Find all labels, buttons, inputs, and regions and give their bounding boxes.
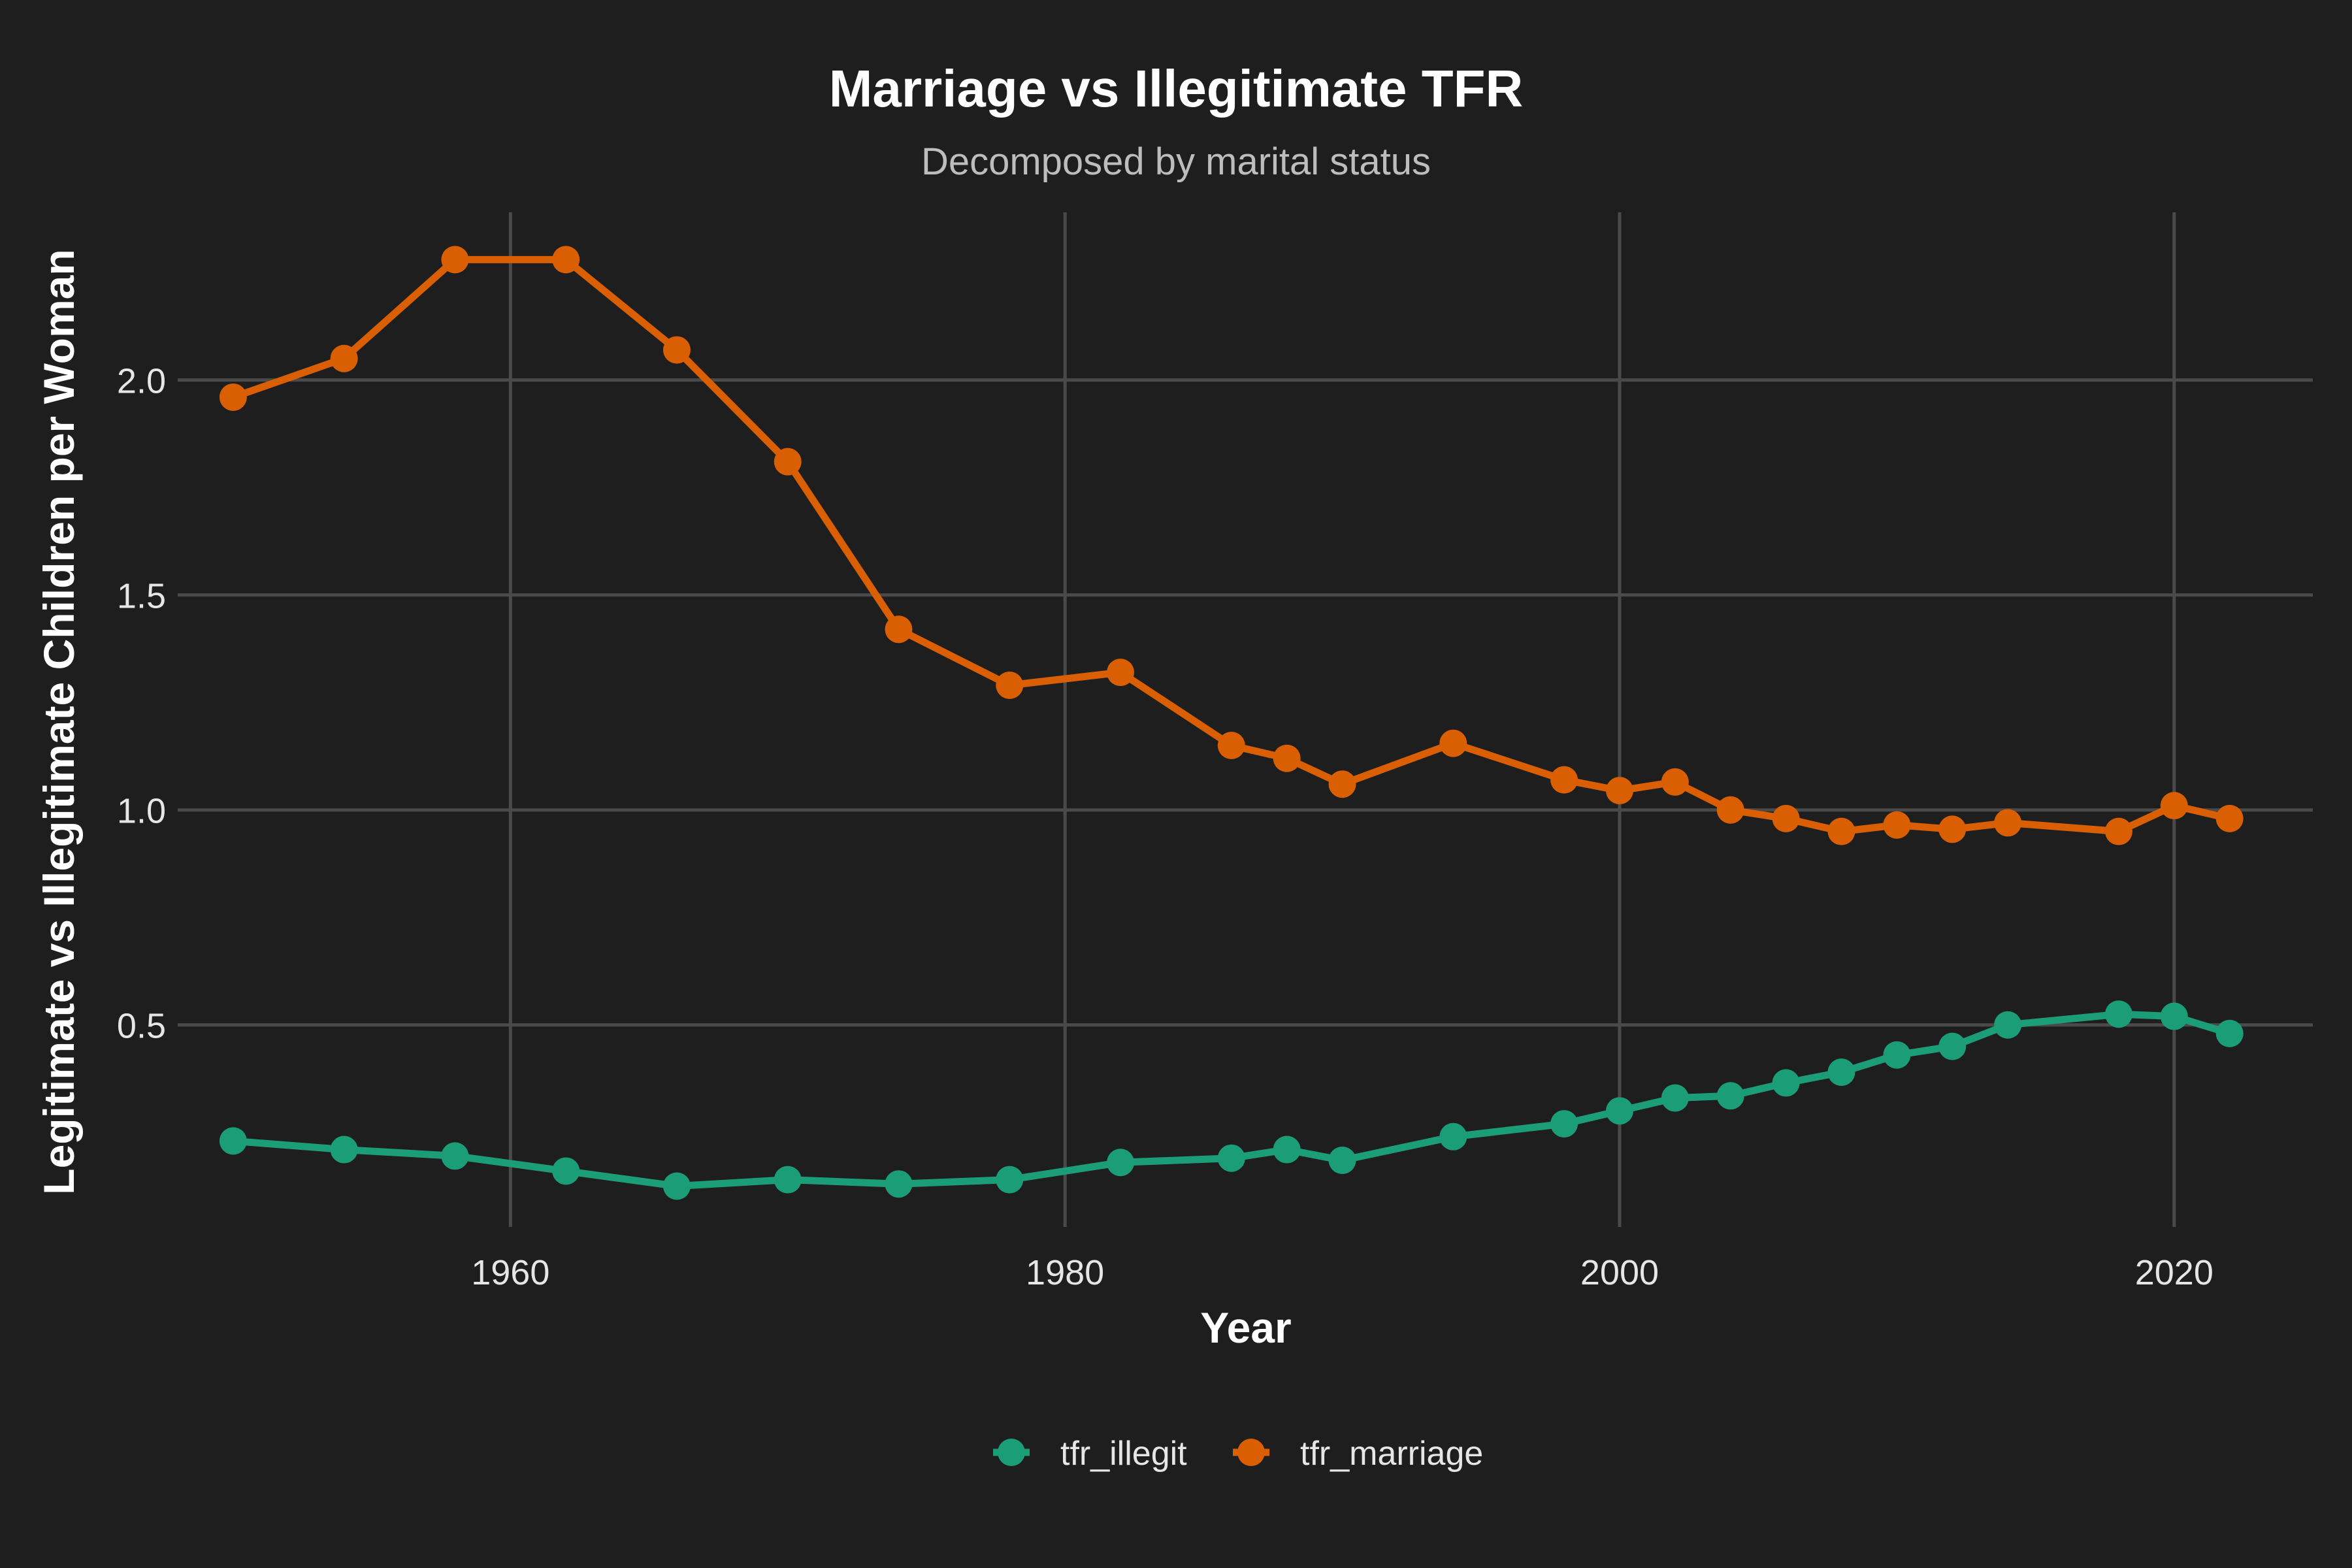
data-point [552, 246, 580, 274]
data-point [1273, 1135, 1301, 1164]
data-point [441, 1142, 469, 1170]
legend-key-point [1237, 1439, 1265, 1466]
axis-ticks: 0.5 1.0 1.5 2.0 1960 1980 2000 2020 [117, 362, 2213, 1292]
data-point [1328, 770, 1356, 798]
data-point [552, 1157, 580, 1185]
data-point [1439, 729, 1467, 757]
data-point [2160, 1002, 2188, 1030]
data-point [1938, 1032, 1967, 1060]
y-axis-title: Legitimate vs Illegitimate Children per … [35, 249, 83, 1194]
x-axis-title: Year [1200, 1303, 1291, 1352]
data-point [1217, 1144, 1245, 1172]
data-point [1107, 1149, 1135, 1177]
data-point [885, 1170, 913, 1198]
data-point [996, 671, 1024, 699]
y-tick-label: 0.5 [117, 1007, 166, 1046]
data-point [1994, 1011, 2022, 1039]
data-point [2104, 817, 2132, 845]
data-point [662, 336, 691, 364]
data-point [1550, 1110, 1578, 1138]
data-point [1938, 815, 1967, 843]
data-point [1827, 1058, 1855, 1086]
legend-item: tfr_marriage [1233, 1435, 1483, 1473]
data-point [330, 344, 358, 372]
data-point [1661, 768, 1689, 796]
data-point [1827, 817, 1855, 845]
data-point [1550, 766, 1578, 794]
data-point [219, 383, 247, 411]
plot-area [219, 246, 2244, 1200]
data-point [662, 1172, 691, 1200]
data-point [885, 615, 913, 644]
data-point [1273, 744, 1301, 772]
legend-label: tfr_illegit [1060, 1435, 1187, 1473]
grid [178, 212, 2313, 1227]
data-point [1716, 1082, 1744, 1110]
data-point [2104, 1000, 2132, 1028]
data-point [1605, 1097, 1633, 1125]
x-tick-label: 1980 [1026, 1253, 1104, 1292]
data-point [1605, 777, 1633, 805]
chart-title: Marriage vs Illegitimate TFR [829, 59, 1524, 118]
legend-label: tfr_marriage [1300, 1435, 1483, 1473]
legend: tfr_illegit tfr_marriage [993, 1435, 1483, 1473]
data-point [330, 1135, 358, 1164]
x-tick-label: 1960 [471, 1253, 549, 1292]
data-point [774, 448, 802, 476]
legend-key-point [998, 1439, 1025, 1466]
series-tfr-illegit [219, 1000, 2244, 1200]
data-point [1716, 796, 1744, 824]
data-point [1883, 1041, 1911, 1069]
data-point [1439, 1122, 1467, 1151]
y-tick-label: 1.5 [117, 577, 166, 616]
data-point [774, 1166, 802, 1194]
data-point [1883, 811, 1911, 839]
data-point [219, 1127, 247, 1155]
data-point [1328, 1147, 1356, 1175]
legend-item: tfr_illegit [993, 1435, 1187, 1473]
data-point [1994, 809, 2022, 837]
data-point [1772, 804, 1800, 832]
data-point [2215, 1019, 2244, 1047]
series-tfr-marriage [219, 246, 2244, 845]
data-point [1217, 731, 1245, 759]
data-point [1772, 1069, 1800, 1097]
data-point [2160, 792, 2188, 820]
data-point [2215, 804, 2244, 832]
data-point [996, 1166, 1024, 1194]
chart-subtitle: Decomposed by marital status [921, 140, 1431, 183]
x-tick-label: 2020 [2135, 1253, 2213, 1292]
data-point [441, 246, 469, 274]
x-tick-label: 2000 [1580, 1253, 1659, 1292]
data-point [1661, 1084, 1689, 1112]
y-tick-label: 1.0 [117, 792, 166, 831]
data-point [1107, 659, 1135, 687]
y-tick-label: 2.0 [117, 362, 166, 401]
